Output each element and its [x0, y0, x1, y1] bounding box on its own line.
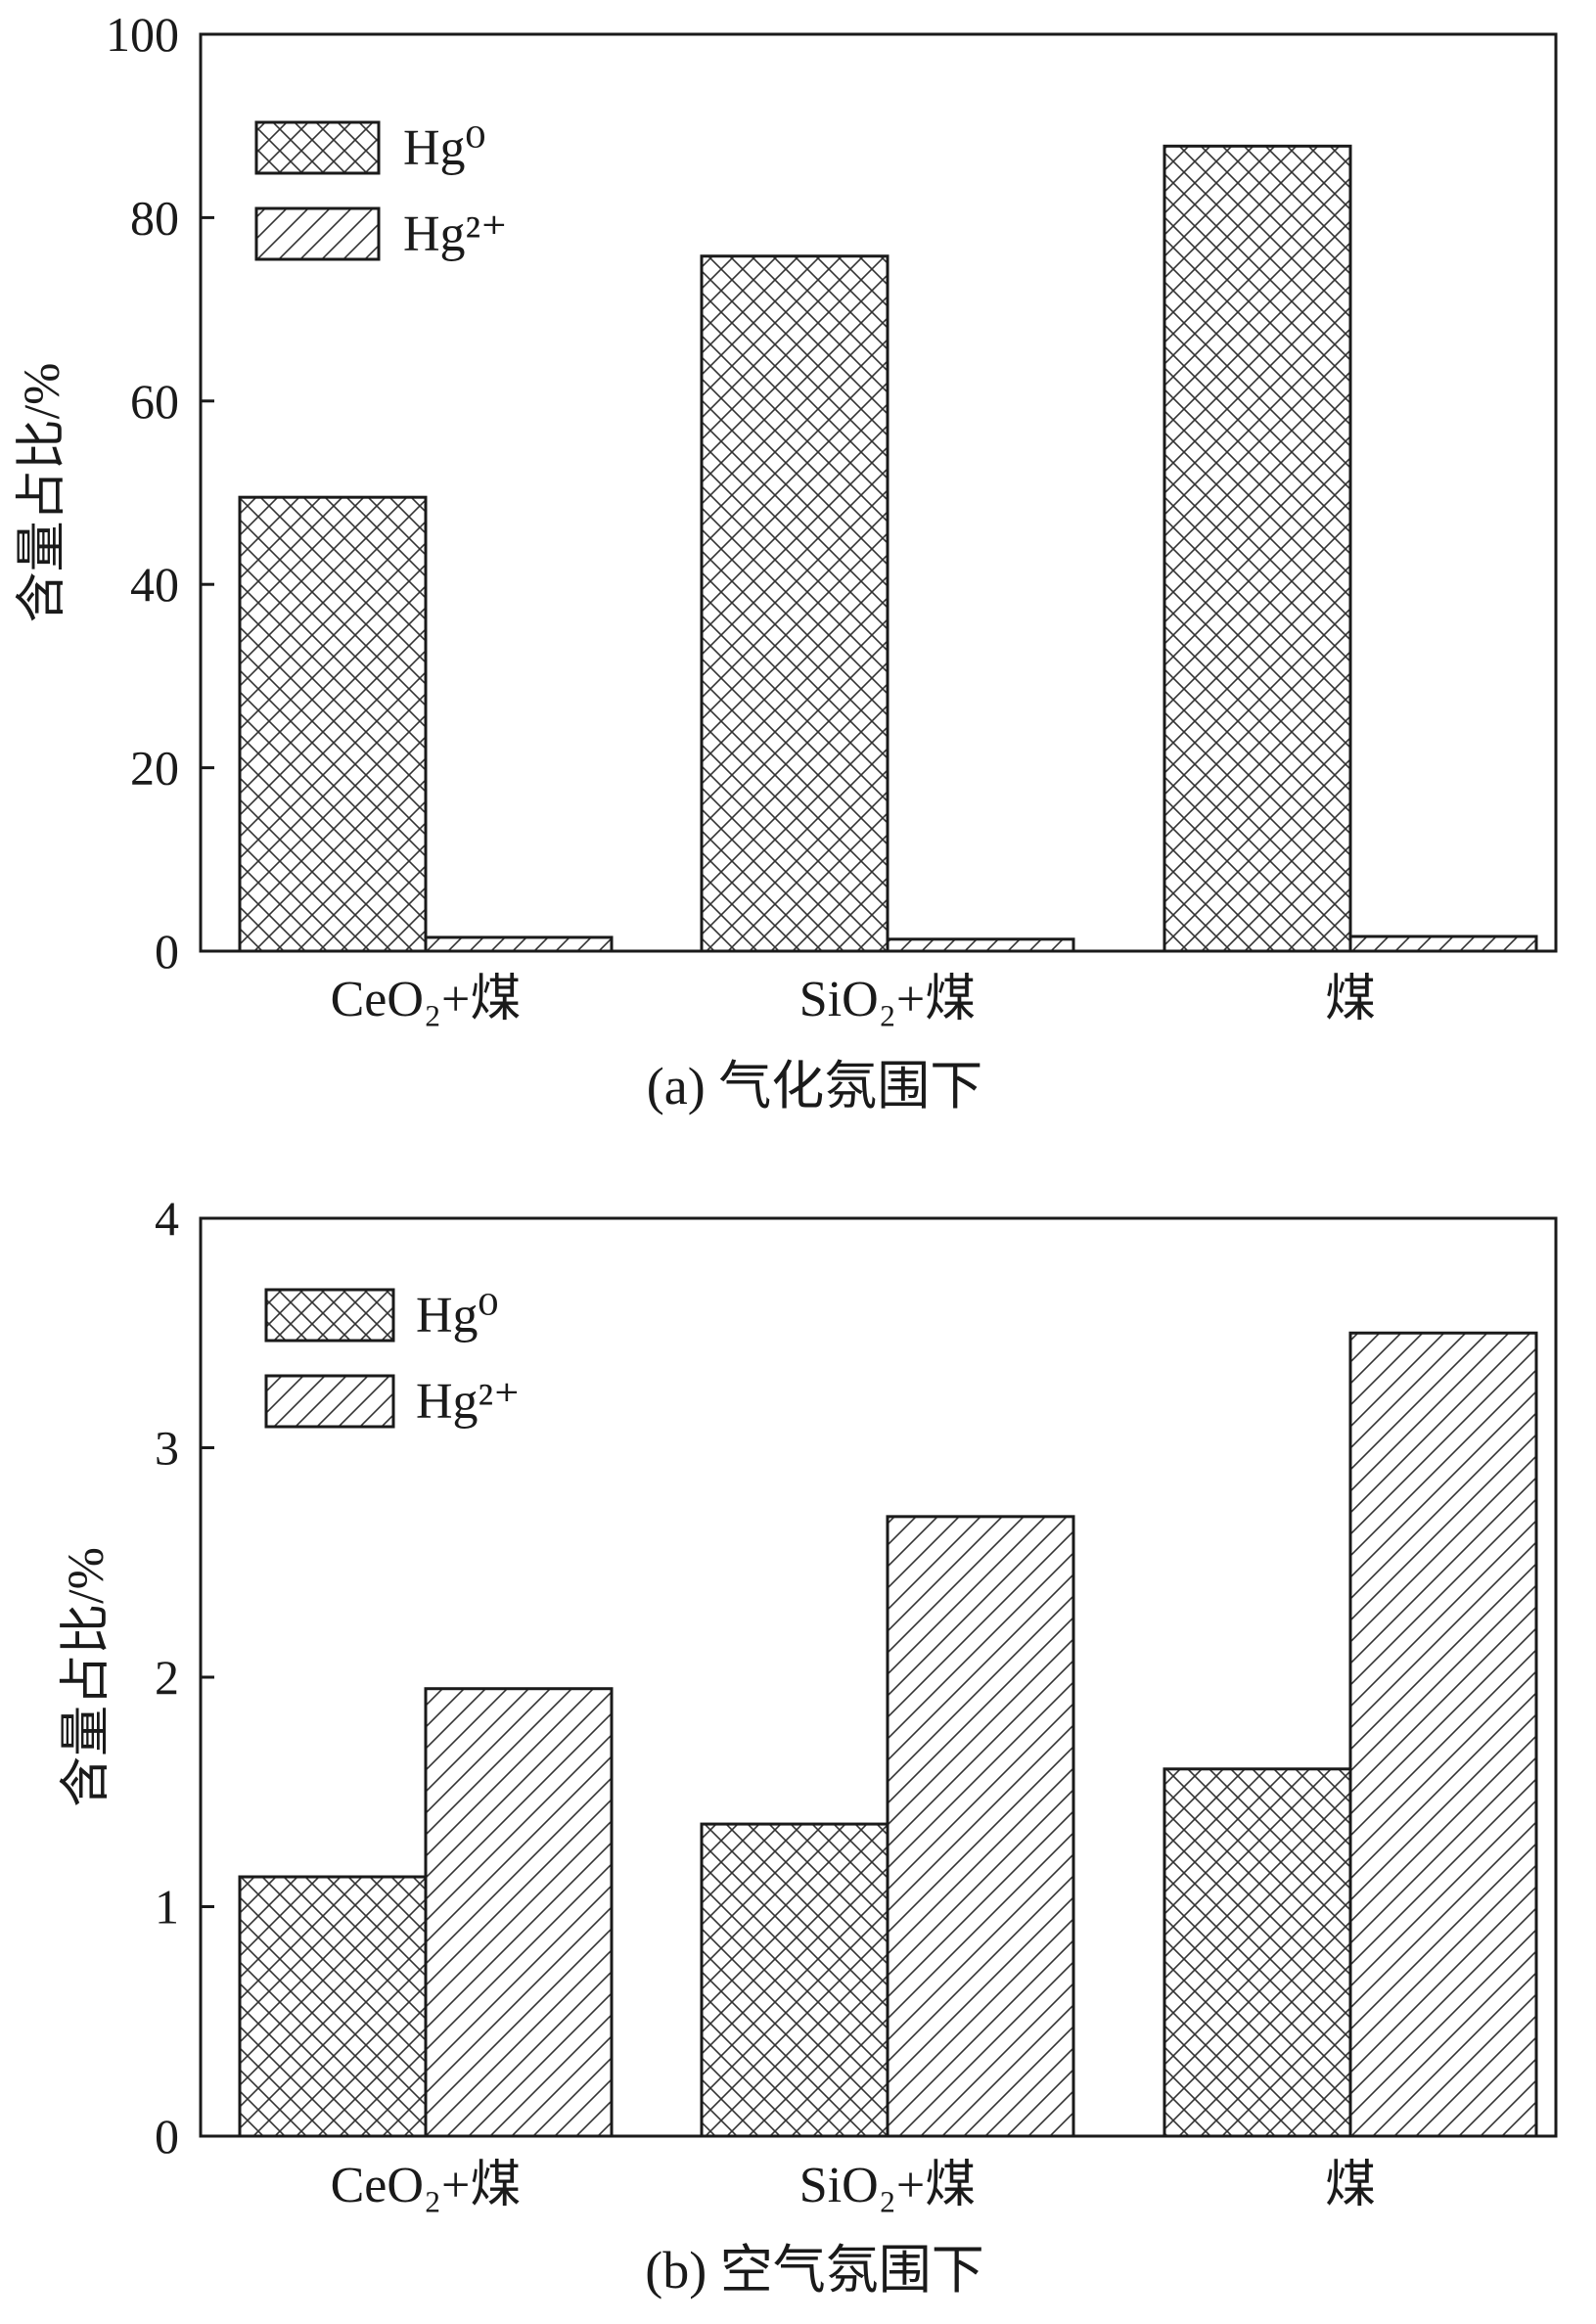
chart-caption: (b) 空气氛围下 — [645, 2241, 983, 2300]
chart-gasification: 0 20 40 60 80 100 CeO₂+煤 SiO₂+煤 煤 含量占比/% (a) 气化氛围下… — [15, 7, 1558, 1116]
bar-crosshatch-1 — [700, 1822, 889, 2138]
y-tick-label: 0 — [155, 924, 179, 979]
bar-diagonal-2 — [1348, 1331, 1538, 2138]
bar-crosshatch-0 — [238, 495, 428, 953]
y-tick-label: 2 — [155, 1650, 179, 1705]
legend-swatch-diagonal — [254, 206, 381, 261]
category-label: CeO₂+煤 — [331, 2158, 522, 2213]
legend-label: Hg²⁺ — [416, 1374, 521, 1430]
bar-diagonal-1 — [886, 1515, 1075, 2138]
y-tick-label: 80 — [130, 190, 179, 245]
y-tick-label: 100 — [106, 7, 179, 62]
legend-label: Hg⁰ — [403, 120, 485, 176]
legend-swatch-crosshatch — [254, 120, 381, 175]
bar-diagonal-2 — [1348, 934, 1538, 953]
y-axis-label: 含量占比/% — [15, 363, 70, 623]
plot-frame — [199, 32, 1558, 953]
bar-diagonal-1 — [886, 937, 1075, 953]
bar-diagonal-0 — [424, 1687, 614, 2138]
legend: Hg⁰ Hg²⁺ — [254, 120, 508, 262]
y-tick-label: 3 — [155, 1421, 179, 1476]
legend-label: Hg²⁺ — [403, 206, 508, 262]
legend-label: Hg⁰ — [416, 1288, 498, 1344]
chart-air: 0 1 2 3 4 CeO₂+煤 SiO₂+煤 煤 含量占比/% (b) 空气氛围下 Hg⁰ Hg²⁺ — [59, 1191, 1558, 2300]
y-tick-label: 20 — [130, 741, 179, 796]
category-label: 煤 — [1325, 972, 1376, 1027]
bar-diagonal-0 — [424, 935, 614, 953]
y-tick-label: 60 — [130, 374, 179, 429]
legend: Hg⁰ Hg²⁺ — [264, 1288, 521, 1430]
y-tick-label: 4 — [155, 1191, 179, 1246]
category-label: CeO₂+煤 — [331, 972, 522, 1027]
legend-swatch-diagonal — [264, 1374, 395, 1429]
category-label: SiO₂+煤 — [799, 2158, 976, 2213]
bar-crosshatch-1 — [700, 254, 889, 953]
y-tick-label: 1 — [155, 1880, 179, 1935]
chart-caption: (a) 气化氛围下 — [647, 1057, 982, 1116]
bar-crosshatch-2 — [1163, 144, 1352, 953]
legend-swatch-crosshatch — [264, 1288, 395, 1343]
category-label: 煤 — [1325, 2158, 1376, 2213]
bar-crosshatch-0 — [238, 1875, 428, 2138]
y-tick-label: 40 — [130, 557, 179, 612]
category-label: SiO₂+煤 — [799, 972, 976, 1027]
y-axis-label: 含量占比/% — [59, 1547, 114, 1807]
y-tick-label: 0 — [155, 2109, 179, 2164]
bar-crosshatch-2 — [1163, 1767, 1352, 2138]
